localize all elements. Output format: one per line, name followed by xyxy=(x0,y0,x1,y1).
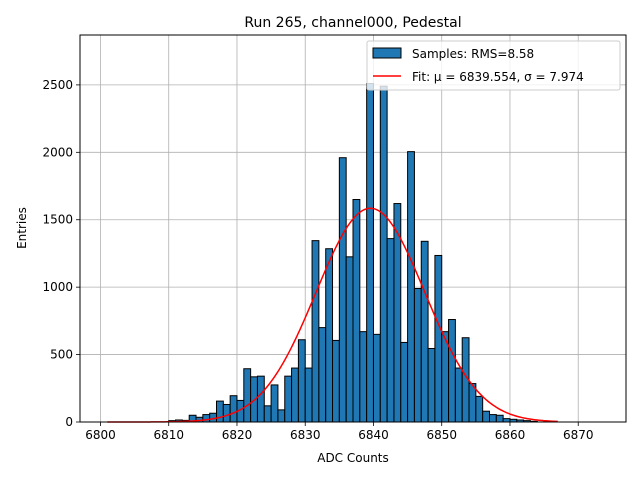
legend-label-samples: Samples: RMS=8.58 xyxy=(412,47,534,61)
legend-box xyxy=(366,40,621,91)
y-tick-label: 2000 xyxy=(42,145,73,159)
histogram-bar xyxy=(413,288,422,423)
histogram-bar xyxy=(284,375,293,423)
y-tick-label: 1000 xyxy=(42,280,73,294)
histogram-bar xyxy=(407,151,415,423)
histogram-bar xyxy=(400,341,409,423)
histogram-bar xyxy=(386,238,395,423)
axis-ticks: 6800 6810 6820 6830 6840 6850 6860 6870 0 500 1000… xyxy=(42,78,593,442)
y-tick-label: 1500 xyxy=(42,213,73,227)
histogram-bar xyxy=(263,405,272,423)
histogram-bar xyxy=(318,327,327,423)
histogram-bar xyxy=(345,256,354,423)
x-tick-label: 6800 xyxy=(85,428,116,442)
histogram-bar xyxy=(311,240,320,423)
x-tick-label: 6860 xyxy=(495,428,526,442)
histogram-bar xyxy=(229,395,238,423)
histogram-bar xyxy=(434,254,443,423)
histogram-bar xyxy=(297,339,306,423)
x-tick-label: 6820 xyxy=(222,428,253,442)
histogram-bar xyxy=(495,414,504,423)
x-axis-label: ADC Counts xyxy=(317,451,389,465)
histogram-bar xyxy=(454,367,463,423)
histogram-bars xyxy=(168,83,538,423)
histogram-bar xyxy=(291,367,299,423)
histogram-bar xyxy=(216,400,224,423)
histogram-bar xyxy=(304,367,313,423)
histogram-bar xyxy=(468,383,477,423)
plot-frame xyxy=(79,34,627,423)
histogram-bar xyxy=(270,384,279,423)
histogram-bar xyxy=(489,414,497,423)
legend: Samples: RMS=8.58 Fit: μ = 6839.554, σ =… xyxy=(366,40,621,91)
legend-swatch-samples xyxy=(372,47,402,59)
histogram-bar xyxy=(448,319,456,423)
histogram-bar xyxy=(366,83,374,423)
histogram-bar xyxy=(502,418,511,423)
histogram-bar xyxy=(372,333,381,423)
histogram-bar xyxy=(338,157,347,423)
histogram-bar xyxy=(475,395,484,423)
histogram-bar xyxy=(202,414,211,423)
y-tick-label: 500 xyxy=(50,348,73,362)
y-tick-label: 2500 xyxy=(42,78,73,92)
histogram-bar xyxy=(359,331,368,423)
histogram-bar xyxy=(222,403,231,423)
histogram-bar xyxy=(277,409,286,423)
y-tick-label: 0 xyxy=(65,415,73,429)
histogram-bar xyxy=(427,348,436,423)
fit-curve xyxy=(107,207,558,423)
chart-title: Run 265, channel000, Pedestal xyxy=(244,15,461,31)
histogram-bar xyxy=(352,199,361,423)
x-tick-label: 6830 xyxy=(290,428,321,442)
x-tick-label: 6850 xyxy=(426,428,457,442)
x-tick-label: 6840 xyxy=(358,428,389,442)
y-axis-label: Entries xyxy=(15,207,29,249)
histogram-bar xyxy=(256,375,265,423)
histogram-bar xyxy=(379,85,388,423)
histogram-bar xyxy=(482,410,490,423)
histogram-bar xyxy=(420,240,429,423)
legend-label-fit: Fit: μ = 6839.554, σ = 7.974 xyxy=(412,70,584,84)
histogram-bar xyxy=(243,368,252,423)
x-tick-label: 6870 xyxy=(563,428,594,442)
histogram-bar xyxy=(325,248,334,423)
x-tick-label: 6810 xyxy=(153,428,184,442)
histogram-bar xyxy=(332,339,340,423)
fit-curve-layer xyxy=(107,207,558,423)
